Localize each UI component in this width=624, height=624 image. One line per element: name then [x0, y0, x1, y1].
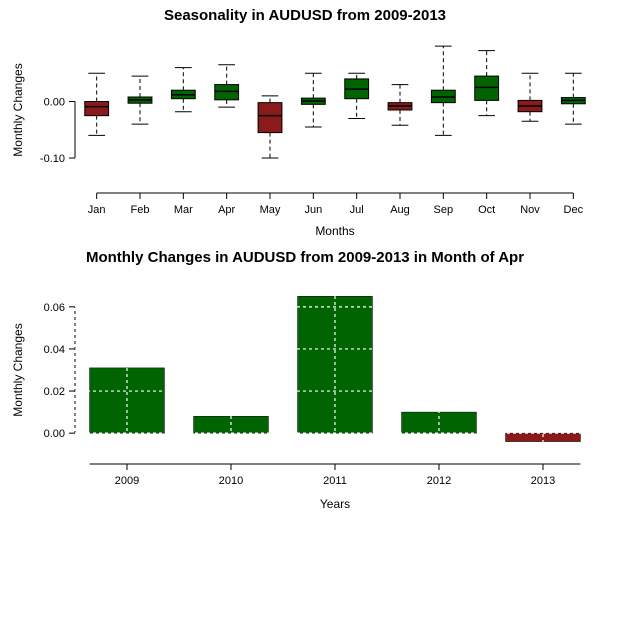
y-tick-label: 0.04 [44, 344, 65, 356]
monthly-changes-barchart: Monthly Changes in AUDUSD from 2009-2013… [0, 240, 610, 515]
box [258, 103, 282, 133]
x-tick-label: Mar [174, 204, 193, 216]
x-axis-label: Years [320, 497, 350, 511]
x-tick-label: 2011 [323, 475, 347, 487]
x-tick-label: Jul [350, 204, 364, 216]
x-tick-label: Sep [434, 204, 454, 216]
x-tick-label: May [260, 204, 281, 216]
chart-title: Monthly Changes in AUDUSD from 2009-2013… [86, 249, 524, 266]
x-tick-label: 2010 [219, 475, 243, 487]
y-axis-label: Monthly Changes [11, 63, 25, 156]
x-tick-label: Nov [520, 204, 540, 216]
x-tick-label: 2009 [115, 475, 139, 487]
x-axis-label: Months [315, 224, 354, 238]
box [475, 76, 499, 100]
x-tick-label: Dec [564, 204, 584, 216]
chart-title: Seasonality in AUDUSD from 2009-2013 [164, 7, 446, 24]
monthly-changes-chart-container: Monthly Changes in AUDUSD from 2009-2013… [0, 240, 624, 515]
y-tick-label: 0.02 [44, 386, 65, 398]
x-tick-label: Apr [218, 204, 235, 216]
x-tick-label: Aug [390, 204, 410, 216]
x-tick-label: Jun [304, 204, 322, 216]
seasonality-chart-container: Seasonality in AUDUSD from 2009-2013 -0.1… [0, 0, 624, 240]
box [85, 102, 109, 116]
x-tick-label: 2012 [427, 475, 451, 487]
box [215, 85, 239, 100]
x-tick-label: Jan [88, 204, 106, 216]
x-tick-label: Feb [131, 204, 150, 216]
x-tick-label: Oct [478, 204, 495, 216]
y-tick-label: 0.00 [44, 428, 65, 440]
y-tick-label: -0.10 [40, 153, 65, 165]
y-tick-label: 0.00 [44, 97, 65, 109]
y-tick-label: 0.06 [44, 302, 65, 314]
x-tick-label: 2013 [531, 475, 555, 487]
seasonality-boxplot: Seasonality in AUDUSD from 2009-2013 -0.1… [0, 0, 610, 240]
y-axis-label: Monthly Changes [11, 323, 25, 416]
